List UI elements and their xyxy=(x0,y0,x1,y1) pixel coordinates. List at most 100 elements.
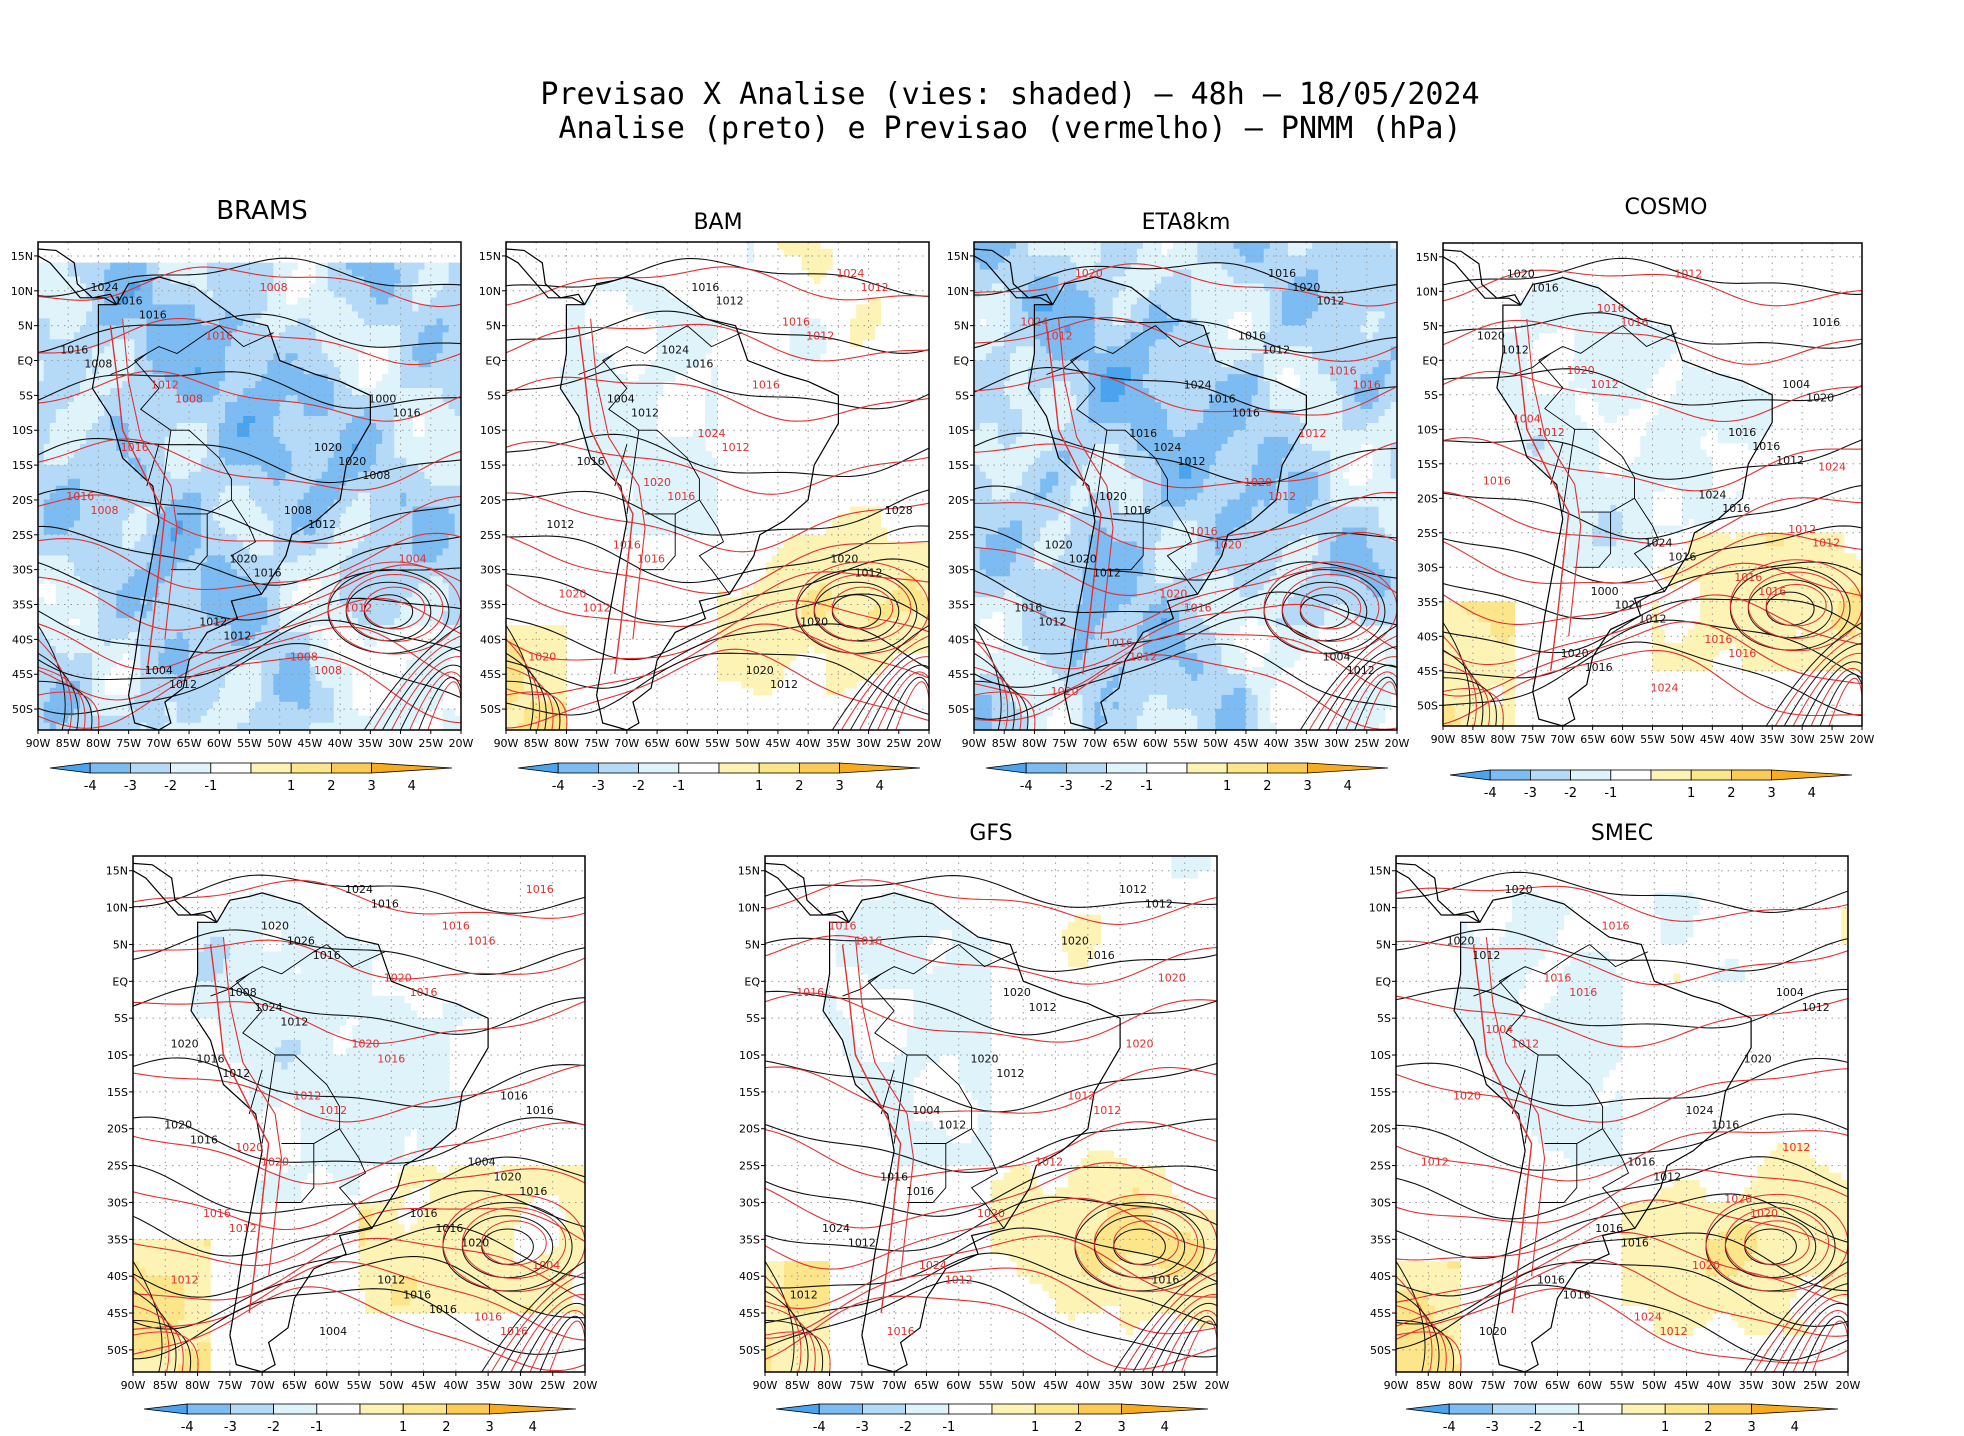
bias-cell xyxy=(309,290,317,299)
bias-cell xyxy=(170,562,178,570)
bias-cell xyxy=(67,604,75,612)
bias-cell xyxy=(436,381,444,389)
bias-cell xyxy=(448,646,456,654)
bias-cell xyxy=(273,701,281,710)
bias-cell xyxy=(412,395,419,403)
bias-cell xyxy=(279,318,287,326)
bias-cell xyxy=(632,485,640,494)
bias-cell xyxy=(412,715,419,724)
bias-cell xyxy=(92,422,99,431)
bias-cell xyxy=(412,659,419,668)
bias-cell xyxy=(170,409,178,417)
bias-cell xyxy=(225,409,232,417)
bias-cell xyxy=(351,590,359,598)
bias-cell xyxy=(442,297,450,306)
bias-cell xyxy=(424,304,432,313)
bias-cell xyxy=(61,722,69,730)
bias-cell xyxy=(73,353,81,361)
bias-cell xyxy=(67,304,75,313)
bias-cell xyxy=(418,325,426,333)
bias-cell xyxy=(566,381,573,389)
bias-cell xyxy=(261,297,268,306)
bias-cell xyxy=(376,583,383,591)
bias-cell xyxy=(86,297,93,306)
bias-cell xyxy=(273,604,281,612)
bias-cell xyxy=(454,269,461,278)
bias-cell xyxy=(128,457,135,466)
bias-cell xyxy=(400,590,407,598)
bias-cell xyxy=(339,311,347,319)
bias-cell xyxy=(225,618,232,626)
bias-cell xyxy=(291,639,299,647)
bias-cell xyxy=(303,318,311,326)
bias-cell xyxy=(345,520,353,529)
bias-cell xyxy=(339,499,347,508)
bias-cell xyxy=(602,450,610,459)
bias-cell xyxy=(146,492,154,501)
bias-cell xyxy=(188,415,196,424)
bias-cell xyxy=(164,318,172,326)
bias-cell xyxy=(430,318,438,326)
bias-cell xyxy=(309,701,317,710)
bias-cell xyxy=(212,443,220,452)
bias-cell xyxy=(237,590,244,598)
bias-cell xyxy=(418,680,426,689)
bias-cell xyxy=(614,436,622,445)
bias-cell xyxy=(140,506,148,515)
bias-cell xyxy=(92,485,99,494)
bias-cell xyxy=(364,339,371,347)
bias-cell xyxy=(73,443,81,452)
bias-cell xyxy=(388,715,395,724)
bias-cell xyxy=(86,464,93,473)
bias-cell xyxy=(279,346,287,354)
bias-cell xyxy=(442,715,450,724)
bias-cell xyxy=(55,262,63,271)
bias-cell xyxy=(285,548,293,557)
bias-cell xyxy=(188,290,196,299)
bias-cell xyxy=(176,409,184,417)
bias-cell xyxy=(128,513,135,522)
bias-cell xyxy=(412,381,419,389)
bias-cell xyxy=(38,646,45,654)
bias-cell xyxy=(134,276,142,285)
bias-cell xyxy=(285,443,293,452)
bias-cell xyxy=(442,534,450,543)
bias-cell xyxy=(237,422,244,431)
bias-cell xyxy=(303,569,311,577)
bias-cell xyxy=(55,722,63,730)
bias-cell xyxy=(291,611,299,619)
bias-cell xyxy=(128,597,135,605)
bias-cell xyxy=(285,611,293,619)
bias-cell xyxy=(273,611,281,619)
bias-cell xyxy=(231,367,238,375)
bias-cell xyxy=(218,478,226,487)
map-body: 1016100810121008101210121016101610161020… xyxy=(38,242,461,730)
bias-cell xyxy=(261,673,268,682)
bias-cell xyxy=(339,611,347,619)
bias-cell xyxy=(273,694,281,703)
bias-cell xyxy=(212,548,220,557)
bias-cell xyxy=(49,422,57,431)
bias-cell xyxy=(170,513,178,522)
bias-cell xyxy=(424,318,432,326)
bias-cell xyxy=(67,534,75,543)
bias-cell xyxy=(243,673,250,682)
bias-cell xyxy=(412,597,419,605)
bias-cell xyxy=(67,513,75,522)
bias-cell xyxy=(554,666,561,675)
bias-cell xyxy=(255,353,262,361)
bias-cell xyxy=(182,576,190,584)
bias-cell xyxy=(309,632,317,640)
bias-cell xyxy=(249,548,256,557)
bias-cell xyxy=(412,492,419,501)
bias-cell xyxy=(182,332,190,340)
bias-cell xyxy=(357,409,365,417)
bias-cell xyxy=(382,450,389,459)
bias-cell xyxy=(297,666,305,675)
bias-cell xyxy=(351,388,359,396)
bias-cell xyxy=(134,332,142,340)
bias-cell xyxy=(400,297,407,306)
bias-cell xyxy=(176,499,184,508)
bias-cell xyxy=(430,646,438,654)
bias-cell xyxy=(122,360,129,368)
